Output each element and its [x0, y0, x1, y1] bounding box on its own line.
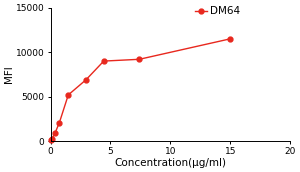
DM64	[53, 132, 57, 134]
Legend: DM64: DM64	[195, 6, 241, 16]
DM64	[84, 79, 88, 81]
DM64	[49, 139, 53, 142]
DM64	[67, 94, 70, 96]
DM64	[102, 60, 106, 62]
Line: DM64: DM64	[49, 36, 233, 143]
Y-axis label: MFI: MFI	[4, 66, 14, 83]
DM64	[137, 58, 141, 60]
DM64	[228, 38, 232, 40]
DM64	[50, 137, 54, 139]
X-axis label: Concentration(μg/ml): Concentration(μg/ml)	[114, 158, 226, 168]
DM64	[58, 121, 61, 123]
